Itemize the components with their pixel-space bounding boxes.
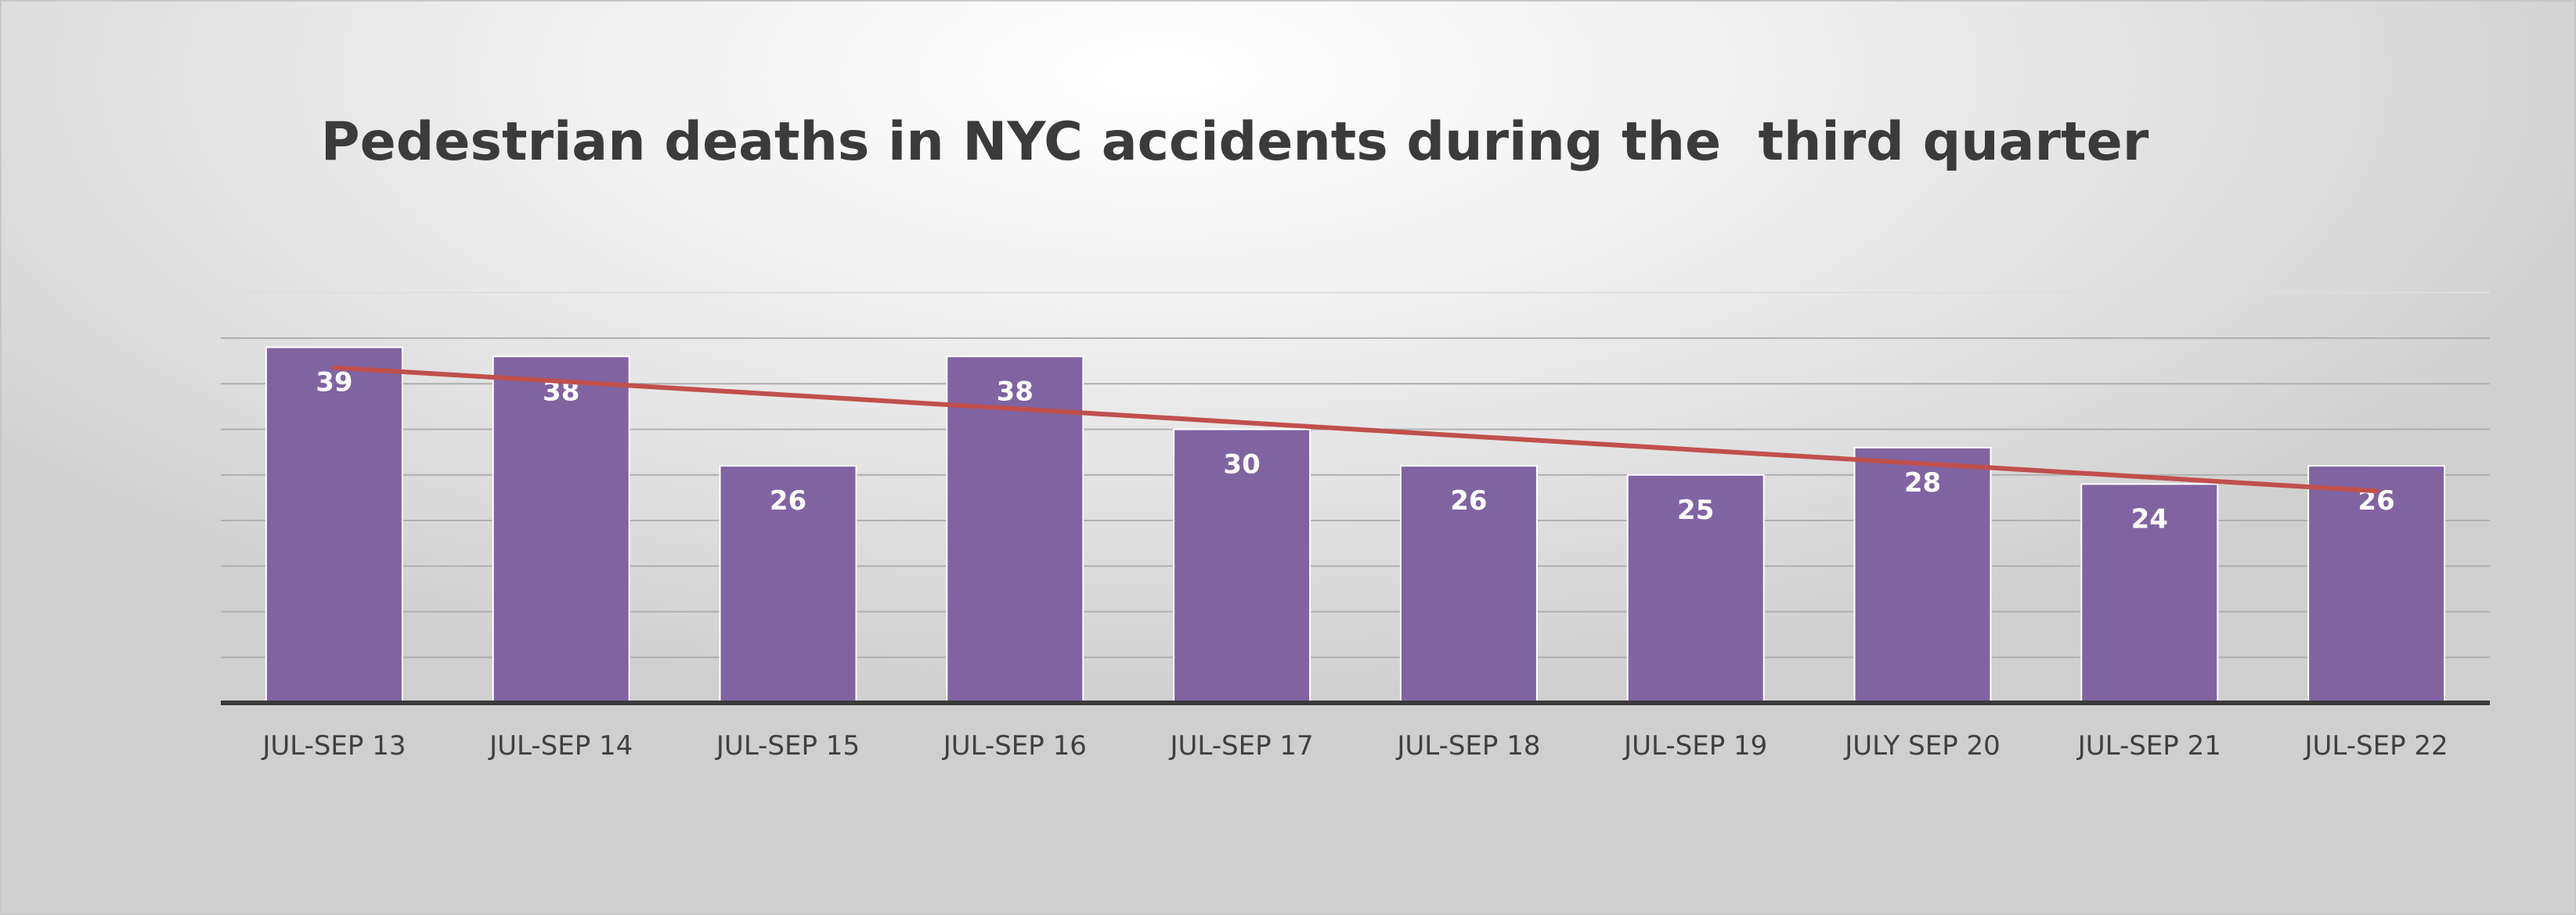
x-tick-label: JUL-SEP 22 bbox=[2304, 730, 2448, 762]
x-tick-label: JUL-SEP 18 bbox=[1395, 730, 1540, 762]
data-label: 28 bbox=[1904, 467, 1941, 499]
data-label: 26 bbox=[770, 485, 806, 517]
bar bbox=[1853, 446, 1992, 704]
data-label: 25 bbox=[1677, 495, 1714, 526]
trendline bbox=[331, 365, 2379, 494]
bar bbox=[1173, 428, 1311, 704]
data-label: 30 bbox=[1223, 449, 1260, 481]
x-tick-label: JUL-SEP 14 bbox=[488, 730, 633, 762]
bar bbox=[2080, 483, 2219, 704]
bar bbox=[719, 465, 857, 704]
bar bbox=[265, 346, 403, 704]
x-tick-label: JUL-SEP 15 bbox=[715, 730, 860, 762]
x-tick-label: JUL-SEP 17 bbox=[1169, 730, 1314, 762]
bar bbox=[492, 355, 630, 704]
bar bbox=[946, 355, 1084, 704]
data-label: 24 bbox=[2131, 503, 2168, 535]
x-tick-label: JUL-SEP 19 bbox=[1622, 730, 1767, 762]
x-tick-label: JUL-SEP 16 bbox=[942, 730, 1087, 762]
data-label: 39 bbox=[316, 367, 352, 398]
x-tick-labels: JUL-SEP 13 JUL-SEP 14 JUL-SEP 15 JUL-SEP 16… bbox=[261, 730, 2448, 762]
bar bbox=[1399, 465, 1538, 704]
trendline-group bbox=[331, 365, 2379, 494]
data-label: 26 bbox=[1450, 485, 1487, 517]
x-tick-label: JUL-SEP 21 bbox=[2076, 730, 2221, 762]
x-tick-label: JULY SEP 20 bbox=[1843, 730, 2001, 762]
bars bbox=[265, 346, 2446, 704]
data-label: 38 bbox=[997, 376, 1034, 407]
chart-title: Pedestrian deaths in NYC accidents durin… bbox=[320, 111, 2149, 173]
bar bbox=[2307, 465, 2446, 704]
x-tick-label: JUL-SEP 13 bbox=[261, 730, 406, 762]
bar bbox=[1626, 474, 1765, 704]
